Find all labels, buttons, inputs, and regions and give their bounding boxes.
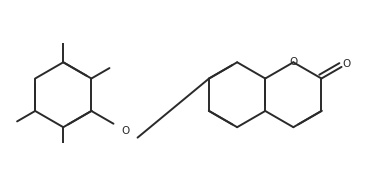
Text: O: O [289, 57, 298, 67]
Text: O: O [343, 59, 351, 69]
Text: O: O [122, 126, 130, 136]
